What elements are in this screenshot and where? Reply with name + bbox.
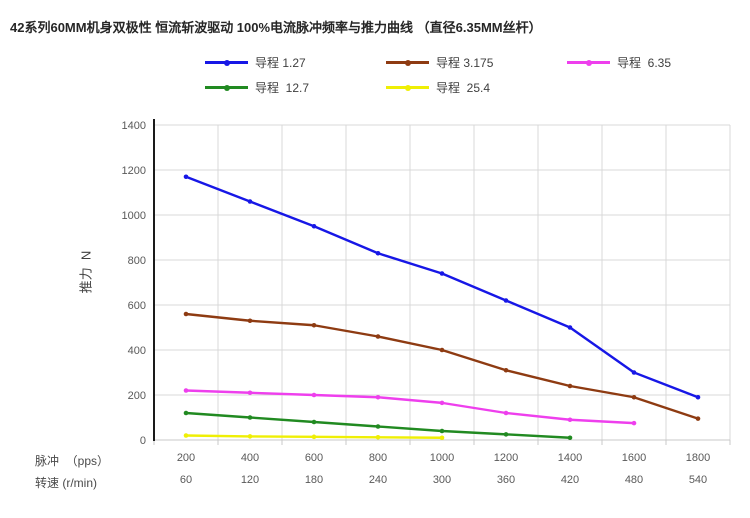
svg-text:300: 300 [433, 474, 451, 486]
svg-text:120: 120 [241, 474, 259, 486]
svg-text:1600: 1600 [622, 452, 646, 464]
legend-marker-icon [404, 59, 411, 66]
svg-text:400: 400 [128, 345, 146, 357]
svg-text:60: 60 [180, 474, 192, 486]
legend-label: 导程 1.27 [255, 56, 306, 70]
svg-text:800: 800 [369, 452, 387, 464]
legend-line-icon [386, 59, 429, 66]
svg-text:480: 480 [625, 474, 643, 486]
legend-marker-icon [223, 84, 230, 91]
svg-text:1400: 1400 [558, 452, 582, 464]
svg-text:1200: 1200 [494, 452, 518, 464]
svg-text:1000: 1000 [430, 452, 454, 464]
svg-text:200: 200 [128, 390, 146, 402]
svg-text:1000: 1000 [122, 210, 146, 222]
x-axis-row1-label: 脉冲 （pps） [35, 454, 110, 468]
svg-text:420: 420 [561, 474, 579, 486]
legend-label: 导程 6.35 [617, 56, 672, 70]
chart-legend: 导程 1.27 导程 3.175 导程 6.35 导程 12.7 导程 25.4 [205, 50, 748, 100]
legend-line-icon [205, 59, 248, 66]
svg-text:540: 540 [689, 474, 707, 486]
svg-text:800: 800 [128, 255, 146, 267]
svg-text:1400: 1400 [122, 120, 146, 132]
svg-text:360: 360 [497, 474, 515, 486]
legend-marker-icon [404, 84, 411, 91]
svg-text:200: 200 [177, 452, 195, 464]
legend-item-lead-6.35: 导程 6.35 [567, 50, 748, 75]
chart-title: 42系列60MM机身双极性 恒流斩波驱动 100%电流脉冲频率与推力曲线 （直径… [10, 20, 542, 35]
svg-text:1200: 1200 [122, 165, 146, 177]
x-axis-row2-label: 转速 (r/min) [35, 476, 97, 490]
legend-label: 导程 3.175 [436, 56, 494, 70]
legend-line-icon [567, 59, 610, 66]
svg-text:600: 600 [305, 452, 323, 464]
svg-text:400: 400 [241, 452, 259, 464]
legend-marker-icon [223, 59, 230, 66]
legend-label: 导程 12.7 [255, 81, 310, 95]
legend-marker-icon [585, 59, 592, 66]
svg-text:180: 180 [305, 474, 323, 486]
svg-text:240: 240 [369, 474, 387, 486]
legend-item-lead-3.175: 导程 3.175 [386, 50, 567, 75]
legend-line-icon [386, 84, 429, 91]
svg-text:600: 600 [128, 300, 146, 312]
svg-text:1800: 1800 [686, 452, 710, 464]
legend-item-lead-1.27: 导程 1.27 [205, 50, 386, 75]
legend-item-lead-12.7: 导程 12.7 [205, 75, 386, 100]
legend-line-icon [205, 84, 248, 91]
legend-item-lead-25.4: 导程 25.4 [386, 75, 567, 100]
legend-label: 导程 25.4 [436, 81, 491, 95]
svg-text:0: 0 [140, 435, 146, 447]
